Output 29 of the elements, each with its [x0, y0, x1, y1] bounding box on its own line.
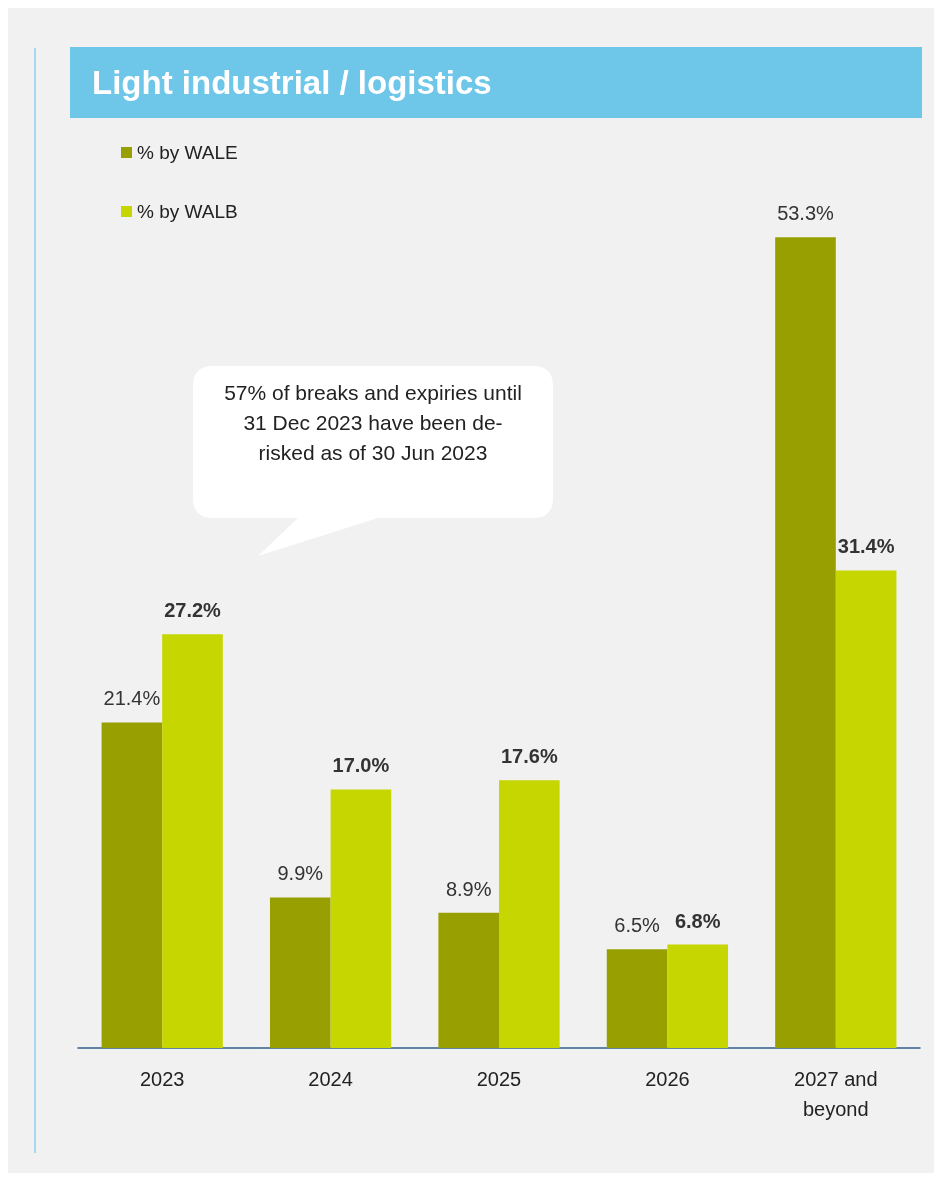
data-label: 21.4% [103, 687, 161, 710]
data-label: 31.4% [837, 535, 895, 558]
x-tick-label: 2024 [308, 1068, 353, 1090]
annotation: 57% of breaks and expiries until 31 Dec 2023 have been de-risked as of 30 Jun 2023 [223, 380, 523, 466]
legend-label: % by WALB [137, 201, 238, 222]
data-label: 6.8% [674, 909, 721, 932]
bar [438, 912, 499, 1048]
bar [499, 780, 560, 1048]
data-label: 17.6% [500, 745, 558, 768]
bar [775, 237, 836, 1048]
bar [101, 722, 163, 1048]
x-tick-label: 2026 [645, 1068, 690, 1090]
chart-title: Light industrial / logistics [70, 47, 922, 118]
data-label: 9.9% [277, 862, 324, 885]
bar [330, 789, 392, 1048]
x-tick-label: 2023 [139, 1068, 185, 1090]
bar [269, 897, 331, 1048]
bar [162, 634, 223, 1048]
bar [835, 570, 897, 1048]
x-tick-label: 2025 [476, 1068, 522, 1090]
data-label: 17.0% [332, 754, 390, 777]
x-tick-label: 2027 and beyond [794, 1068, 878, 1120]
data-label: 53.3% [777, 202, 835, 225]
bar [667, 944, 729, 1048]
legend-label: % by WALE [137, 142, 238, 163]
data-label: 27.2% [164, 599, 222, 622]
data-label: 8.9% [445, 877, 492, 900]
bar [606, 949, 668, 1048]
data-label: 6.5% [614, 914, 661, 937]
